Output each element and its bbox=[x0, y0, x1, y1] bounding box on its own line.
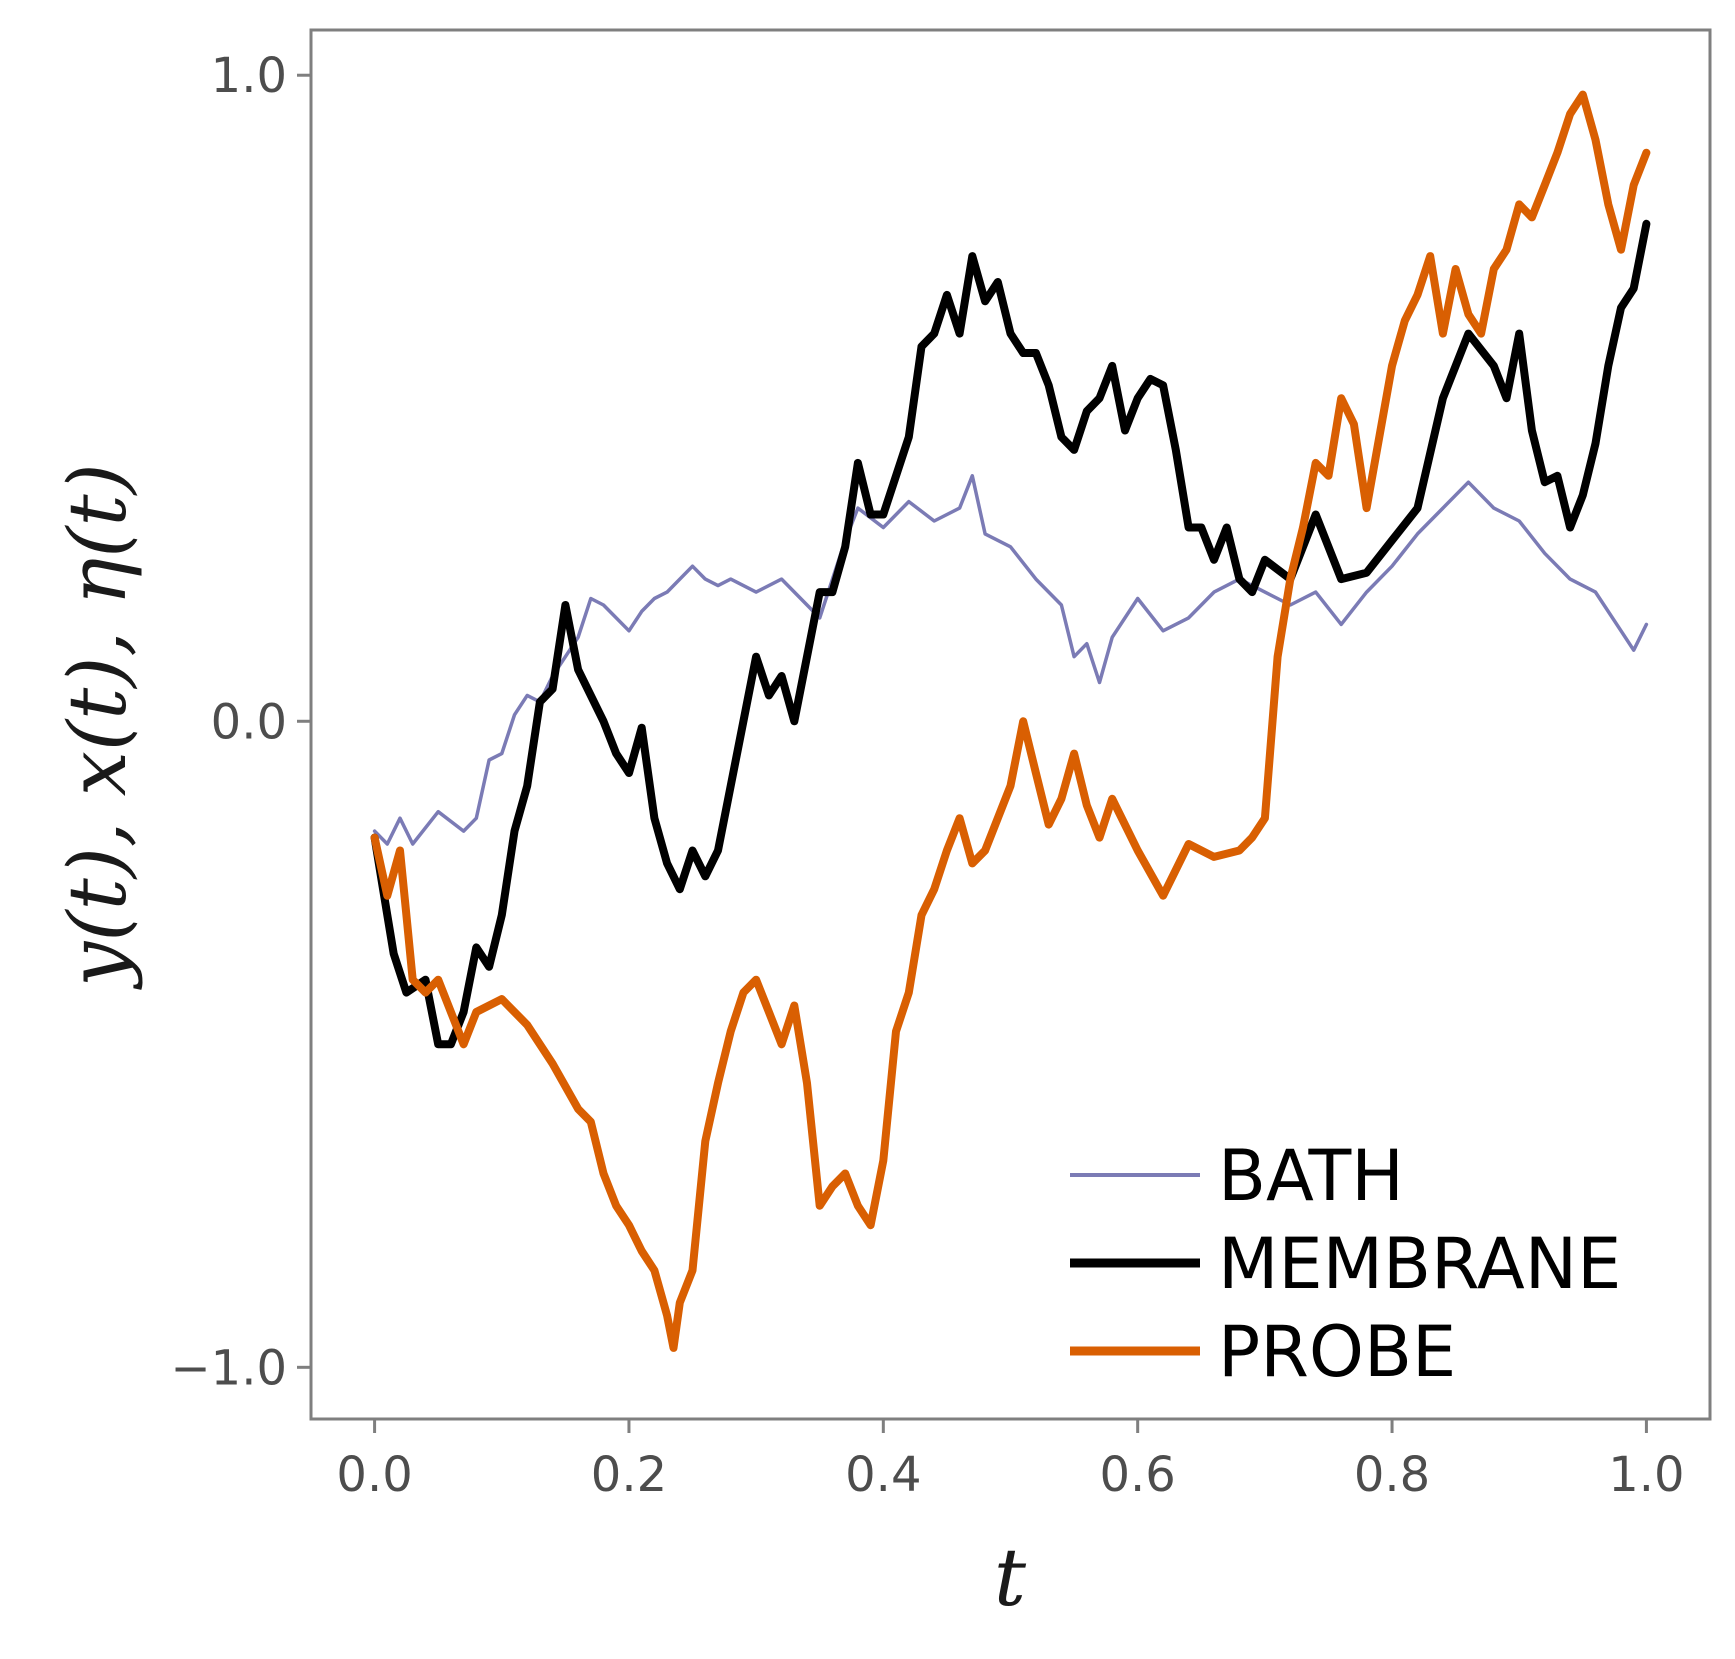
x-tick-label: 1.0 bbox=[1608, 1447, 1684, 1503]
x-axis-title: t bbox=[994, 1531, 1027, 1624]
legend-label-probe: PROBE bbox=[1218, 1311, 1456, 1393]
y-ticks: −1.0 0.0 1.0 bbox=[170, 48, 311, 1396]
x-tick-label: 0.8 bbox=[1354, 1447, 1430, 1503]
x-tick-label: 0.4 bbox=[845, 1447, 921, 1503]
x-tick-label: 0.6 bbox=[1100, 1447, 1176, 1503]
x-axis: 0.0 0.2 0.4 0.6 0.8 1.0 bbox=[336, 1419, 1685, 1503]
plot-panel bbox=[309, 28, 1712, 1421]
series-line-bath bbox=[372, 474, 1649, 846]
y-tick-label: 0.0 bbox=[211, 694, 287, 750]
x-tick-label: 0.2 bbox=[591, 1447, 667, 1503]
legend-label-bath: BATH bbox=[1218, 1135, 1404, 1217]
x-tick-label: 0.0 bbox=[336, 1447, 412, 1503]
y-axis-title: y(t), x(t), η(t) bbox=[51, 463, 144, 990]
series-line-probe bbox=[370, 90, 1651, 1352]
y-axis: −1.0 0.0 1.0 bbox=[170, 48, 311, 1396]
y-tick-label: −1.0 bbox=[170, 1340, 287, 1396]
series-line-membrane bbox=[370, 219, 1651, 1049]
legend-label-membrane: MEMBRANE bbox=[1218, 1223, 1621, 1305]
series-layer bbox=[370, 90, 1651, 1352]
y-tick-label: 1.0 bbox=[211, 48, 287, 104]
x-ticks: 0.0 0.2 0.4 0.6 0.8 1.0 bbox=[336, 1419, 1685, 1503]
